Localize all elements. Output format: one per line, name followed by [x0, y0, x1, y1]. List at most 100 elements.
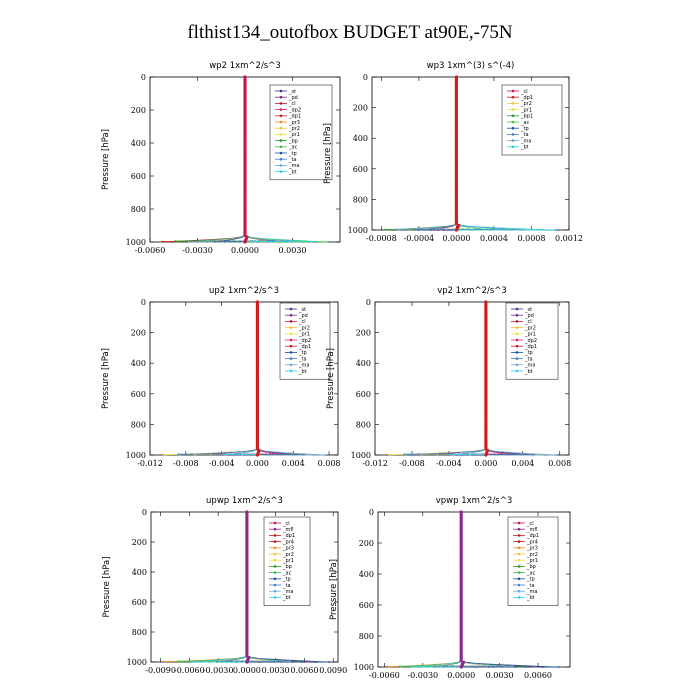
series-point	[430, 229, 433, 231]
legend-label: _pr2	[524, 325, 536, 331]
legend-label: _cl	[298, 319, 306, 325]
legend-label: _bt	[524, 369, 533, 375]
legend-label: _pr2	[520, 101, 532, 107]
legend-marker	[273, 565, 277, 568]
legend-label: _ac	[520, 120, 530, 126]
y-tick-label: 1000	[127, 658, 147, 667]
y-tick-label: 600	[131, 172, 146, 181]
panel-title: vp2 1xm^2/s^3	[437, 286, 507, 296]
y-tick-label: 200	[131, 106, 146, 115]
legend-marker	[517, 534, 521, 537]
legend-marker	[511, 120, 515, 124]
legend-label: _pr1	[288, 132, 300, 138]
legend-label: _bt	[520, 145, 529, 151]
series-point	[443, 229, 445, 231]
legend-marker	[273, 546, 277, 550]
series-point	[492, 666, 495, 668]
series-point	[443, 666, 446, 668]
series-point	[278, 240, 281, 243]
legend-label: _st	[298, 307, 306, 313]
legend-marker	[515, 363, 519, 367]
legend-marker	[511, 114, 515, 118]
series-point	[445, 228, 448, 231]
series-point	[225, 241, 228, 243]
legend-label: _cl	[524, 319, 532, 325]
legend-marker	[515, 320, 519, 323]
series-point-dominant	[461, 660, 466, 665]
x-tick-label: 0.008	[548, 459, 571, 468]
series-point	[504, 229, 507, 231]
panel-title: upwp 1xm^2/s^3	[206, 496, 283, 506]
y-tick-label: 800	[131, 205, 146, 214]
series-point-dominant	[245, 510, 249, 514]
series-point-dominant	[454, 75, 458, 79]
legend-label: _pr3	[282, 546, 294, 552]
legend-marker	[515, 313, 519, 317]
legend-marker	[515, 357, 519, 360]
legend-marker	[511, 108, 515, 111]
legend-marker	[279, 164, 283, 167]
series-point	[444, 453, 447, 455]
legend-label: _dp1	[526, 533, 539, 539]
series-point-dominant	[457, 223, 461, 227]
series-point	[177, 453, 180, 455]
y-tick-label: 600	[359, 601, 374, 610]
legend-marker	[289, 307, 293, 311]
series-point	[520, 454, 522, 456]
legend-marker	[517, 571, 521, 574]
legend-label: _pr3	[526, 546, 538, 552]
series-point	[236, 661, 239, 663]
legend-marker	[517, 527, 521, 531]
legend-label: _ac	[526, 570, 536, 576]
legend-label: _bt	[298, 369, 307, 375]
legend-marker	[511, 102, 515, 105]
x-tick-label: -0.0008	[366, 234, 397, 243]
series-point	[435, 228, 438, 231]
legend-label: _ma	[288, 163, 299, 169]
panel-4: upwp 1xm^2/s^3 Pressure [hPa] 0 200 400 600 80…	[102, 496, 347, 675]
legend-marker	[273, 552, 277, 556]
y-tick-label: 600	[132, 598, 147, 607]
series-point	[239, 453, 242, 456]
x-tick-label: 0.0060	[524, 671, 552, 680]
series-point	[449, 229, 452, 231]
series-point	[253, 660, 256, 662]
legend-marker	[517, 540, 521, 543]
x-tick-label: 0.0000	[233, 666, 261, 675]
legend-marker	[517, 521, 521, 525]
series-point	[260, 660, 263, 662]
series-point	[485, 665, 488, 667]
series-point	[471, 229, 474, 231]
legend-marker	[273, 583, 277, 587]
y-tick-label: 200	[359, 539, 374, 548]
y-tick-label: 600	[353, 165, 368, 174]
x-tick-label: 0.0090	[319, 666, 347, 675]
y-axis-label: Pressure [hPa]	[102, 557, 112, 618]
y-tick-label: 800	[353, 195, 368, 204]
legend-label: _dp2	[288, 107, 301, 113]
legend-label: _pr3	[288, 120, 300, 126]
x-tick-label: -0.0030	[203, 666, 234, 675]
legend-marker	[279, 108, 283, 111]
legend-marker	[289, 320, 293, 323]
legend-marker	[279, 157, 283, 161]
series-point	[425, 228, 428, 231]
legend-marker	[517, 546, 521, 550]
y-tick-label: 800	[356, 420, 371, 429]
x-tick-label: -0.0004	[404, 234, 435, 243]
x-tick-label: 0.000	[246, 459, 269, 468]
legend-marker	[511, 139, 515, 142]
y-tick-label: 1000	[126, 451, 146, 460]
x-tick-label: 0.0030	[279, 246, 307, 255]
x-tick-label: 0.0030	[262, 666, 290, 675]
legend-label: _bp	[526, 564, 536, 570]
series-point	[215, 241, 218, 243]
y-axis-label: Pressure [hPa]	[326, 348, 336, 409]
legend-label: _tp	[282, 577, 291, 583]
series-point	[217, 661, 220, 663]
series-point	[217, 453, 219, 455]
series-point	[477, 665, 480, 667]
legend-marker	[273, 521, 277, 525]
series-point	[468, 665, 471, 667]
